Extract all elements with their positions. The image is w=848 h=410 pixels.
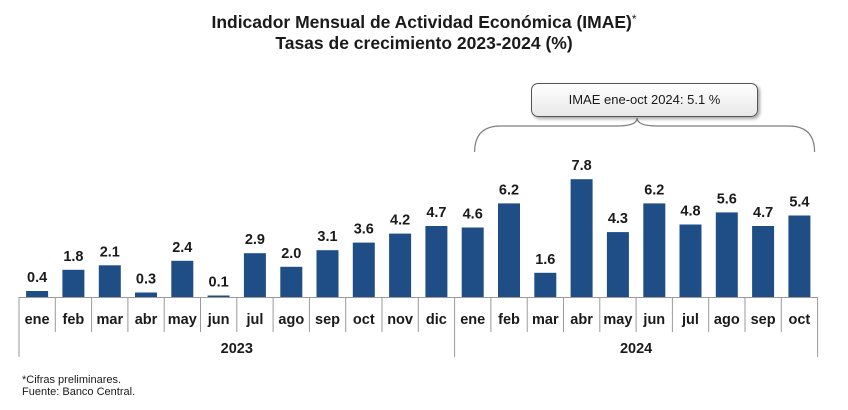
data-label-2: 1.8 xyxy=(63,249,83,265)
bar-19 xyxy=(679,224,702,297)
x-tick-label-6: jun xyxy=(207,312,230,328)
data-label-10: 3.6 xyxy=(354,222,374,238)
x-tick-label-11: nov xyxy=(387,312,413,328)
data-label-7: 2.9 xyxy=(245,232,265,248)
x-tick-label-7: jul xyxy=(245,312,263,328)
bar-20 xyxy=(715,212,738,297)
bar-13 xyxy=(461,227,484,297)
bar-12 xyxy=(425,226,448,297)
data-label-19: 4.8 xyxy=(680,204,700,220)
x-tick-label-10: oct xyxy=(353,312,375,328)
bar-chart: 0.4 1.8 2.1 0.3 2.4 0.1 2.9 2.0 3.1 3.6 4.2 4.7 4.6 6… xyxy=(18,117,819,357)
bar-7 xyxy=(243,253,266,297)
x-tick-label-5: may xyxy=(168,312,197,328)
bar-22 xyxy=(788,215,811,297)
x-tick-label-18: jun xyxy=(642,312,665,328)
bar-11 xyxy=(389,233,412,297)
footnote: *Cifras preliminares. xyxy=(22,374,122,386)
bar-2 xyxy=(62,269,85,297)
bar-18 xyxy=(643,203,666,297)
data-label-1: 0.4 xyxy=(27,270,47,286)
x-tick-label-14: feb xyxy=(498,312,520,328)
bar-3 xyxy=(98,265,121,297)
data-label-17: 4.3 xyxy=(608,211,628,227)
x-tick-label-16: abr xyxy=(570,312,593,328)
annotation-bracket xyxy=(474,117,816,153)
x-tick-label-4: abr xyxy=(135,312,158,328)
bar-14 xyxy=(498,203,520,297)
x-tick-label-19: jul xyxy=(681,312,699,328)
data-label-20: 5.6 xyxy=(717,191,737,207)
data-label-8: 2.0 xyxy=(281,246,301,262)
data-label-16: 7.8 xyxy=(572,158,592,174)
chart-title: Indicador Mensual de Actividad Económica… xyxy=(211,12,637,32)
chart-subtitle: Tasas de crecimiento 2023-2024 (%) xyxy=(275,33,573,53)
data-label-13: 4.6 xyxy=(463,207,483,223)
x-tick-label-9: sep xyxy=(315,312,340,328)
data-label-11: 4.2 xyxy=(390,213,410,229)
bar-1 xyxy=(26,291,49,297)
data-label-6: 0.1 xyxy=(209,275,229,291)
bar-5 xyxy=(171,260,194,297)
bar-17 xyxy=(606,232,629,297)
bar-8 xyxy=(280,266,303,297)
x-tick-label-3: mar xyxy=(96,312,123,328)
x-tick-label-12: dic xyxy=(426,312,447,328)
bar-15 xyxy=(534,272,557,297)
x-tick-label-2: feb xyxy=(63,312,85,328)
source-note: Fuente: Banco Central. xyxy=(22,386,136,398)
bar-6 xyxy=(207,295,230,297)
x-tick-label-17: may xyxy=(603,312,632,328)
annotation-box: IMAE ene-oct 2024: 5.1 % xyxy=(531,83,758,117)
data-label-12: 4.7 xyxy=(426,205,446,221)
data-label-3: 2.1 xyxy=(100,244,120,260)
data-label-4: 0.3 xyxy=(136,272,156,288)
bar-9 xyxy=(316,250,339,297)
group-label-1: 2023 xyxy=(221,341,253,357)
annotation-brace xyxy=(474,117,816,153)
x-tick-label-1: ene xyxy=(25,312,50,328)
bar-16 xyxy=(570,179,593,297)
data-label-18: 6.2 xyxy=(644,182,664,198)
x-tick-label-21: sep xyxy=(751,312,776,328)
data-label-22: 5.4 xyxy=(789,195,809,211)
group-label-2: 2024 xyxy=(620,341,652,357)
bar-21 xyxy=(752,226,775,297)
x-tick-label-20: ago xyxy=(714,312,740,328)
data-label-14: 6.2 xyxy=(499,182,519,198)
data-label-5: 2.4 xyxy=(172,240,192,256)
x-tick-label-22: oct xyxy=(789,312,811,328)
x-tick-label-13: ene xyxy=(460,312,485,328)
bar-4 xyxy=(135,292,157,297)
x-tick-label-15: mar xyxy=(532,312,559,328)
title-asterisk: * xyxy=(631,12,637,26)
bar-10 xyxy=(352,242,375,297)
x-tick-label-8: ago xyxy=(278,312,304,328)
data-label-9: 3.1 xyxy=(317,229,337,245)
data-label-15: 1.6 xyxy=(535,252,555,268)
bars-group: 0.4 1.8 2.1 0.3 2.4 0.1 2.9 2.0 3.1 3.6 4.2 4.7 4.6 6… xyxy=(26,158,811,297)
data-label-21: 4.7 xyxy=(753,205,773,221)
axis-group: ene feb mar abr may jun jul ago sep oct nov dic ene f… xyxy=(18,297,819,357)
